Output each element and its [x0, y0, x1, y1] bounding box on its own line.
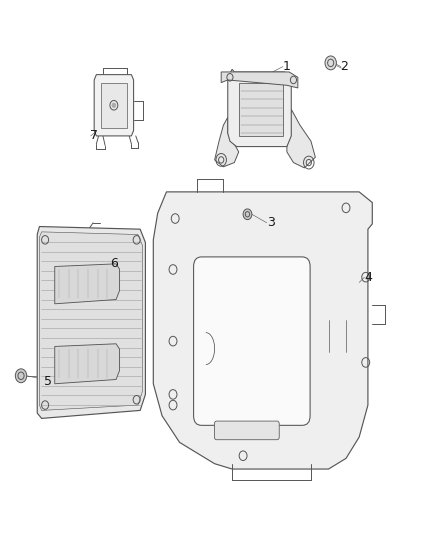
- Circle shape: [243, 209, 252, 220]
- Text: 3: 3: [267, 216, 275, 229]
- Polygon shape: [221, 72, 298, 88]
- Text: 4: 4: [364, 271, 372, 284]
- Text: 7: 7: [90, 130, 98, 142]
- Text: 1: 1: [283, 60, 291, 73]
- Polygon shape: [101, 83, 127, 128]
- Text: 2: 2: [340, 60, 348, 73]
- Circle shape: [15, 369, 27, 383]
- Polygon shape: [153, 192, 372, 469]
- FancyBboxPatch shape: [214, 421, 279, 440]
- Text: 6: 6: [110, 257, 118, 270]
- Polygon shape: [37, 227, 145, 418]
- Polygon shape: [228, 69, 291, 147]
- Circle shape: [112, 103, 116, 108]
- FancyBboxPatch shape: [194, 257, 310, 425]
- Circle shape: [325, 56, 336, 70]
- Polygon shape: [239, 83, 283, 136]
- Polygon shape: [55, 344, 120, 384]
- Polygon shape: [39, 232, 142, 410]
- Polygon shape: [287, 109, 315, 168]
- Polygon shape: [215, 117, 239, 167]
- Polygon shape: [55, 264, 120, 304]
- Text: 5: 5: [44, 375, 52, 387]
- Polygon shape: [94, 75, 134, 136]
